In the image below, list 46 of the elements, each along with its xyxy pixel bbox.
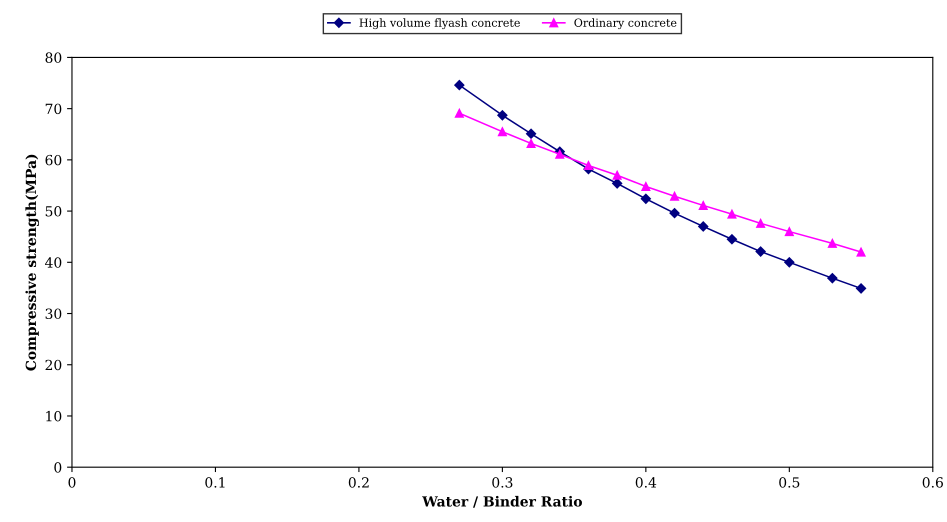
point	[640, 194, 651, 204]
point	[827, 273, 838, 284]
point	[698, 200, 708, 210]
point	[828, 238, 837, 248]
x-tick-label: 0	[68, 477, 76, 488]
point	[727, 210, 736, 219]
point	[756, 218, 766, 228]
legend-label: Ordinary concrete	[574, 18, 676, 30]
y-tick-label: 30	[46, 308, 62, 319]
legend-label: High volume flyash concrete	[360, 18, 520, 30]
point	[641, 182, 650, 192]
point	[856, 283, 866, 294]
point	[584, 160, 593, 170]
x-tick-label: 0.1	[205, 477, 225, 488]
point	[498, 127, 507, 136]
point	[454, 80, 464, 90]
y-tick-label: 60	[46, 154, 62, 166]
point	[784, 227, 794, 236]
x-axis-title: Water / Binder Ratio	[422, 496, 582, 508]
y-tick-label: 0	[54, 462, 62, 473]
y-tick-label: 80	[46, 52, 62, 63]
point	[612, 170, 622, 180]
point	[526, 128, 536, 139]
point	[454, 108, 464, 118]
point	[555, 150, 564, 159]
point	[669, 208, 680, 218]
y-tick-label: 20	[46, 360, 62, 370]
x-tick-label: 0.2	[348, 477, 369, 488]
point	[756, 246, 766, 257]
y-tick-label: 50	[46, 206, 62, 217]
y-tick-label: 70	[46, 104, 62, 114]
point	[526, 138, 536, 148]
point	[784, 257, 794, 268]
point	[670, 192, 680, 201]
point	[612, 178, 622, 189]
point	[856, 248, 866, 257]
point	[698, 221, 708, 232]
point	[726, 234, 738, 244]
x-tick-label: 0.4	[636, 477, 656, 488]
x-tick-label: 0.3	[492, 477, 512, 488]
x-tick-label: 0.5	[779, 477, 800, 488]
y-tick-label: 40	[45, 257, 62, 268]
point	[497, 110, 508, 120]
y-axis-title: Compressive strength(MPa)	[25, 154, 40, 371]
x-tick-label: 0.6	[922, 477, 943, 488]
y-tick-label: 10	[46, 410, 62, 422]
